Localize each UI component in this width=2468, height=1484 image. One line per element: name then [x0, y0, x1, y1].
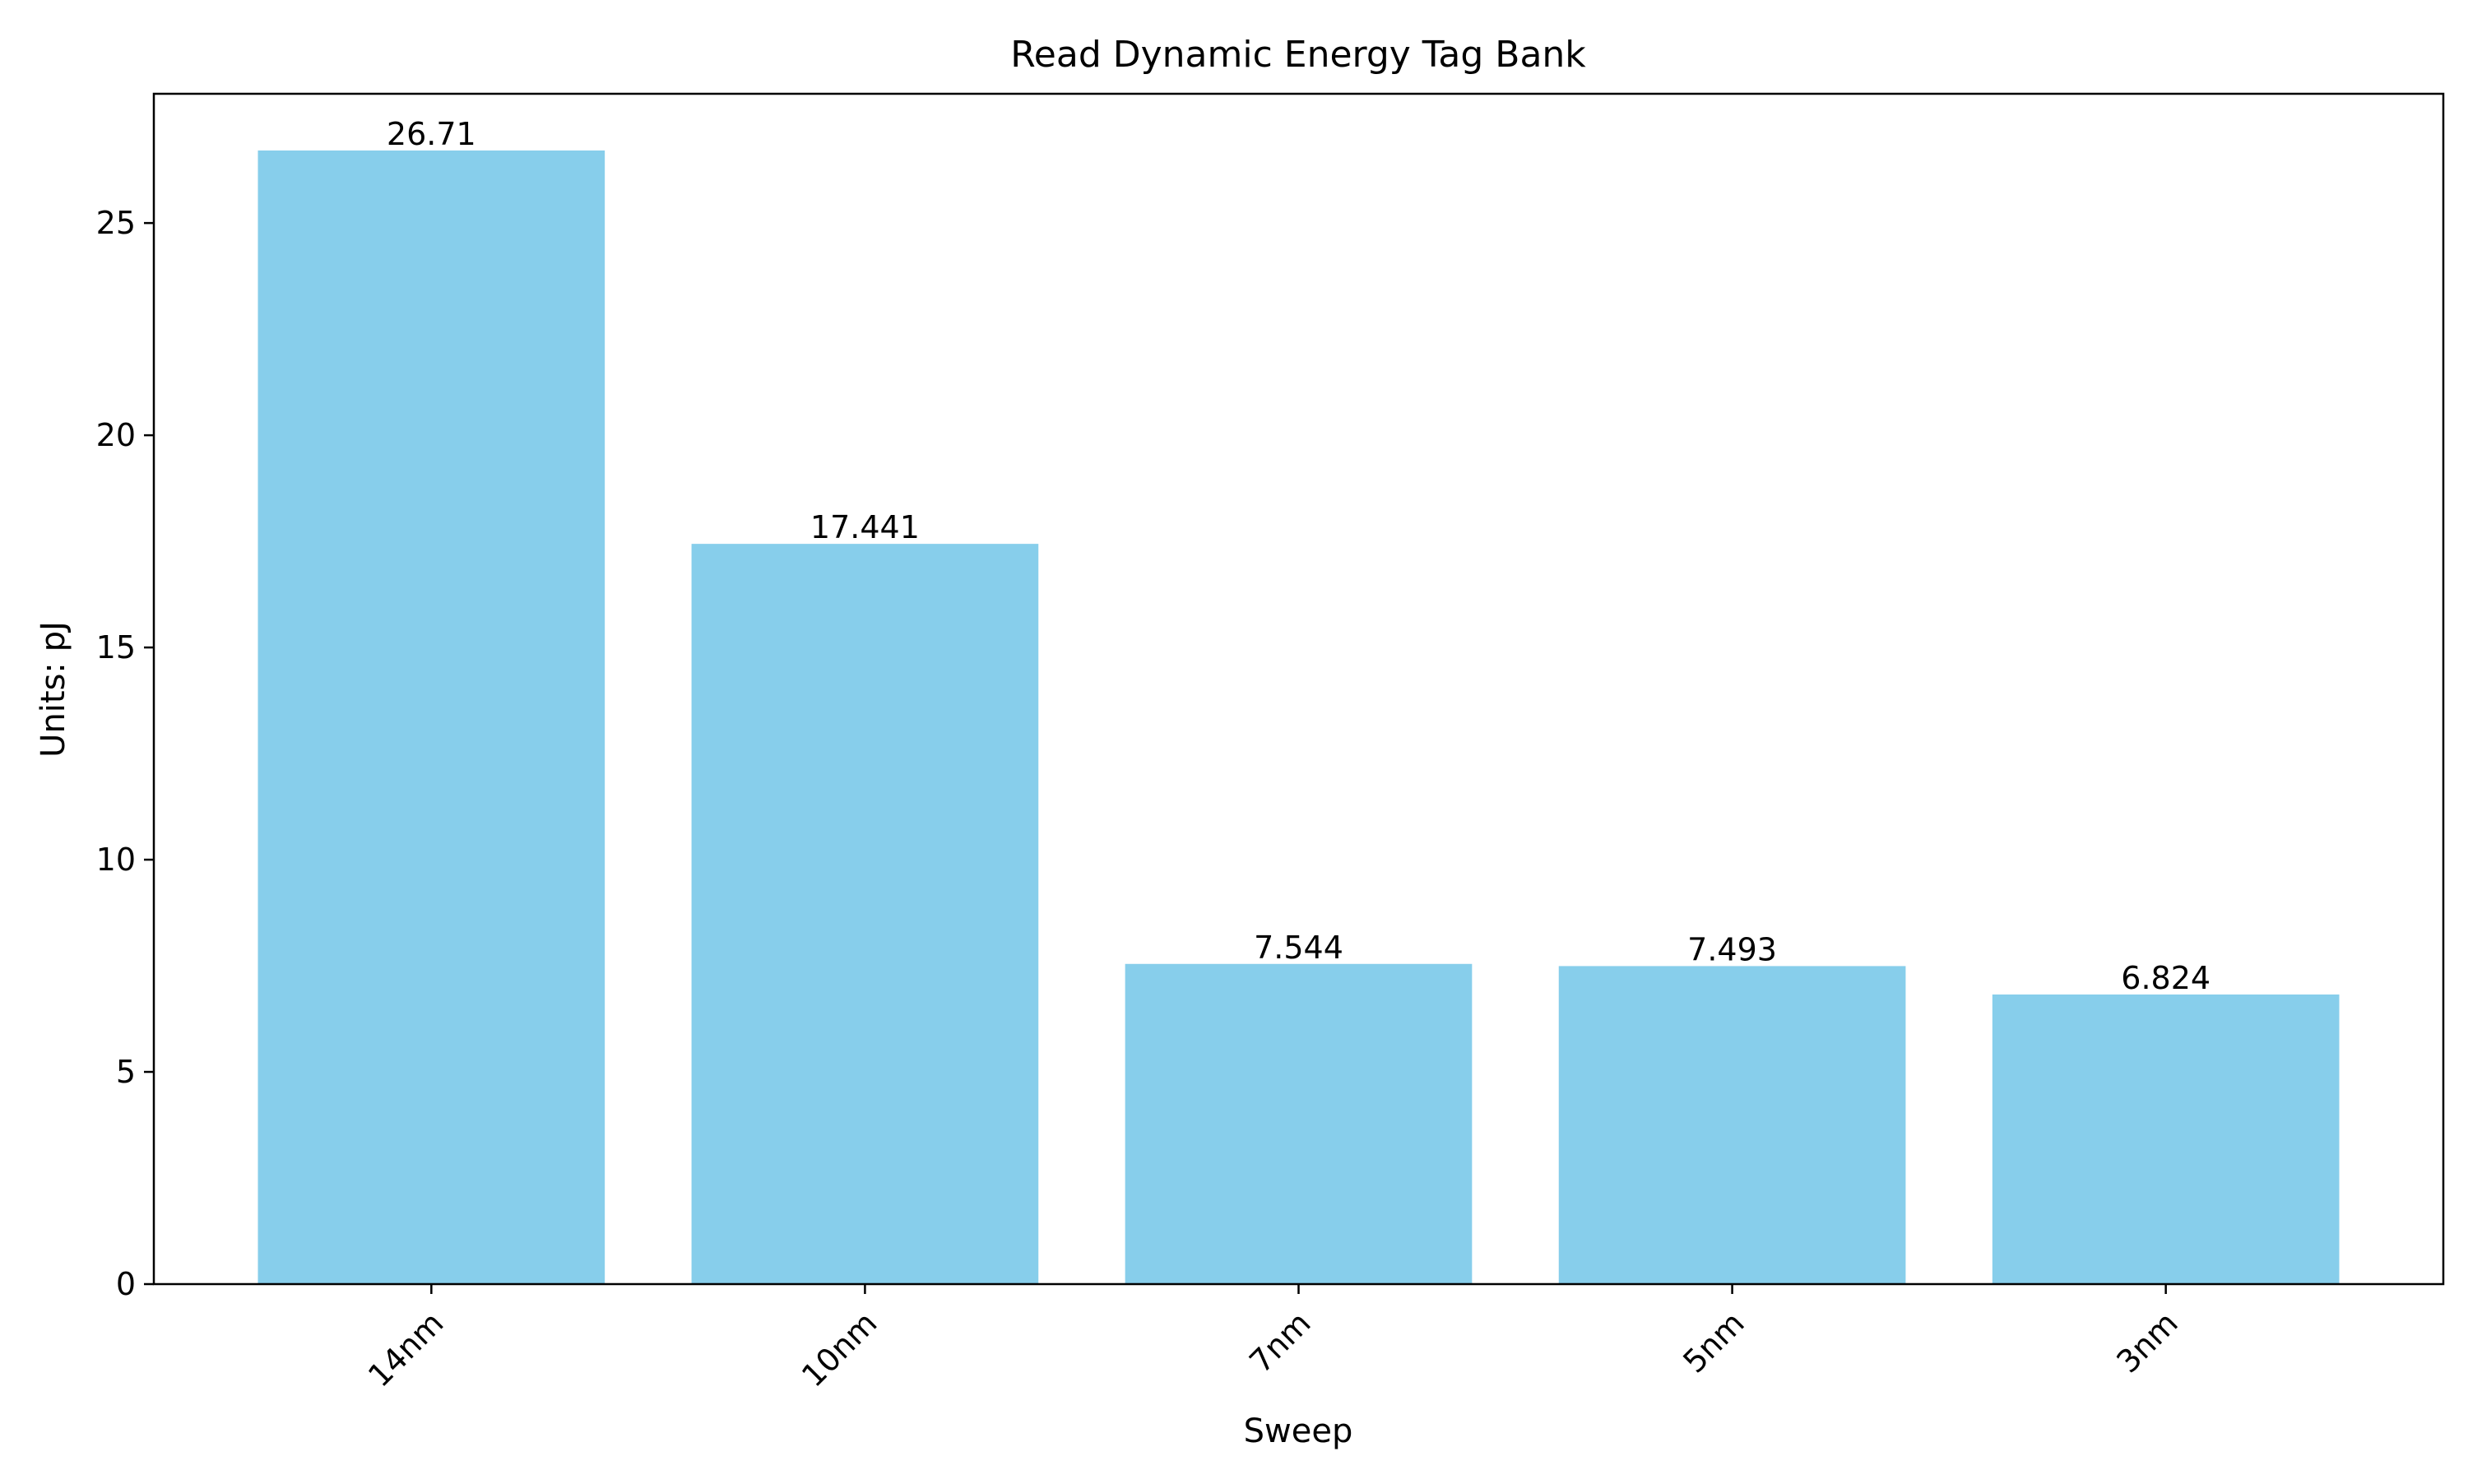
- y-axis: 0 5 10 15 20 25: [96, 205, 154, 1302]
- bar-value-label: 7.493: [1687, 931, 1777, 967]
- y-tick-label: 20: [96, 417, 136, 453]
- y-tick-label: 25: [96, 205, 136, 241]
- x-tick-label: 14nm: [361, 1305, 451, 1394]
- bar-value-label: 7.544: [1254, 930, 1343, 966]
- x-tick-label: 5nm: [1676, 1305, 1751, 1380]
- y-tick-label: 0: [116, 1266, 136, 1302]
- bar-7nm: [1125, 963, 1473, 1284]
- bar-10nm: [691, 544, 1039, 1284]
- x-tick-label: 3nm: [2109, 1305, 2184, 1380]
- bars-layer: [257, 150, 2340, 1284]
- bar-value-label: 6.824: [2121, 960, 2211, 996]
- bar-value-labels: 26.71 17.441 7.544 7.493 6.824: [387, 116, 2211, 996]
- x-axis: 14nm 10nm 7nm 5nm 3nm: [361, 1284, 2185, 1394]
- y-tick-label: 10: [96, 842, 136, 878]
- bar-value-label: 26.71: [387, 116, 476, 152]
- y-axis-label: Units: pJ: [35, 621, 72, 758]
- bar-3nm: [1992, 994, 2340, 1284]
- chart-title: Read Dynamic Energy Tag Bank: [1010, 34, 1586, 76]
- x-tick-label: 10nm: [795, 1305, 884, 1394]
- x-tick-label: 7nm: [1242, 1305, 1317, 1380]
- bar-value-label: 17.441: [810, 509, 920, 545]
- y-tick-label: 5: [116, 1054, 136, 1090]
- bar-5nm: [1558, 966, 1906, 1284]
- bar-14nm: [257, 150, 605, 1284]
- x-axis-label: Sweep: [1244, 1412, 1353, 1450]
- y-tick-label: 15: [96, 629, 136, 665]
